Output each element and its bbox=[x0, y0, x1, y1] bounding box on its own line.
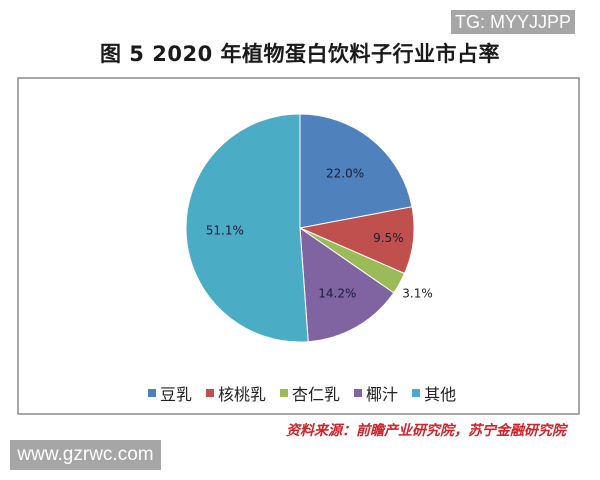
legend-label: 核桃乳 bbox=[218, 385, 267, 404]
pie-label-4: 14.2% bbox=[318, 286, 356, 300]
source-note: 资料来源：前瞻产业研究院，苏宁金融研究院 bbox=[286, 423, 566, 439]
legend-item-2: 核桃乳 bbox=[206, 381, 266, 405]
legend-label: 杏仁乳 bbox=[292, 385, 341, 404]
pie-label-3: 3.1% bbox=[402, 286, 433, 300]
legend-swatch bbox=[148, 389, 156, 397]
pie-labels: 22.0% 9.5% 3.1% 14.2% 51.1% bbox=[206, 167, 433, 301]
legend-label: 其他 bbox=[424, 385, 457, 404]
watermark: www.gzrwc.com bbox=[10, 440, 161, 470]
legend-item-4: 椰汁 bbox=[354, 381, 398, 405]
legend-item-1: 豆乳 bbox=[148, 381, 192, 405]
legend-swatch bbox=[412, 389, 421, 397]
pie-label-2: 9.5% bbox=[373, 231, 404, 245]
legend-label: 豆乳 bbox=[160, 385, 193, 404]
legend-item-5: 其他 bbox=[412, 381, 456, 405]
pie-slice-4 bbox=[299, 226, 395, 343]
pie-slices bbox=[185, 113, 415, 343]
pie-label-1: 22.0% bbox=[326, 167, 364, 181]
pie-label-5: 51.1% bbox=[206, 224, 244, 238]
legend-swatch bbox=[206, 389, 215, 397]
pie-slice-1 bbox=[299, 113, 413, 229]
chart-frame bbox=[17, 77, 580, 415]
legend-label: 椰汁 bbox=[366, 385, 399, 404]
tg-badge: TG: MYYJJPP bbox=[451, 10, 575, 34]
legend: 豆乳 核桃乳 杏仁乳 椰汁 其他 bbox=[148, 381, 470, 405]
legend-item-3: 杏仁乳 bbox=[280, 381, 340, 405]
pie-slice-5 bbox=[185, 113, 309, 343]
legend-swatch bbox=[354, 389, 363, 397]
chart-title: 图 5 2020 年植物蛋白饮料子行业市占率 bbox=[100, 42, 500, 66]
legend-swatch bbox=[280, 389, 289, 397]
